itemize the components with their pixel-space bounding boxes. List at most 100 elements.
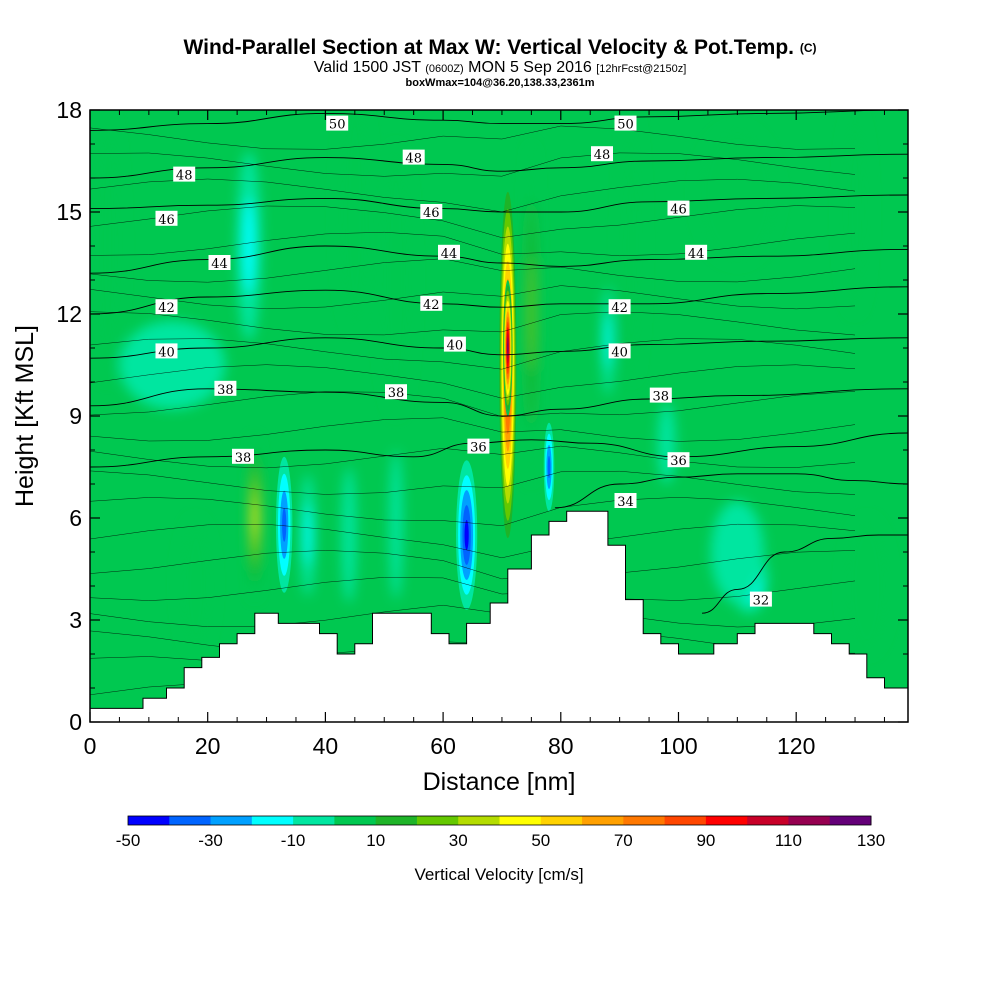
contour-label-text: 48 [594, 148, 611, 163]
contour-label-text: 34 [617, 495, 634, 510]
contour-label-bg [608, 343, 631, 359]
contour-label-bg [443, 336, 466, 352]
terrain-profile [89, 510, 909, 723]
y-tick-label-12: 12 [56, 301, 82, 327]
y-tick-label-18: 18 [56, 97, 82, 123]
velocity-blob-9-level-1 [547, 455, 551, 479]
contour-label-42-13: 42 [608, 299, 631, 316]
contour-label-text: 46 [158, 213, 175, 228]
isentrope-48 [90, 153, 908, 179]
contour-label-text: 46 [423, 206, 440, 221]
contour-label-40-14: 40 [155, 343, 178, 360]
chart-title: Wind-Parallel Section at Max W: Vertical… [0, 36, 1000, 60]
velocity-blob-17-level-1 [843, 518, 891, 654]
y-tick-label-9: 9 [69, 403, 82, 429]
box-info: boxWmax=104@36.20,138.33,2361m [405, 77, 595, 89]
contour-label-text: 38 [217, 383, 234, 398]
colorbar-tick-label-90: 90 [696, 831, 715, 850]
contour-label-38-17: 38 [214, 380, 237, 398]
x-tick-label-60: 60 [430, 733, 456, 759]
contour-label-bg [685, 244, 708, 260]
contour-label-text: 50 [329, 118, 346, 133]
isentrope-minor-19 [90, 178, 856, 213]
contour-label-bg [467, 438, 490, 454]
colorbar-swatch--20 [251, 816, 294, 825]
velocity-blob-5-level-1 [282, 507, 287, 542]
isentrope-minor-16 [90, 258, 856, 283]
velocity-blob-11-level-1 [710, 501, 764, 603]
velocity-blob-6-level-1 [304, 504, 312, 566]
forecast-info: [12hrFcst@2150z] [596, 63, 687, 75]
velocity-blob-8-level-1 [389, 450, 403, 600]
velocity-blob-14-level-1 [604, 314, 611, 369]
contour-label-bg [155, 343, 178, 359]
contour-label-text: 44 [688, 247, 705, 262]
contour-label-bg [438, 244, 460, 260]
velocity-blob-23-level-1 [178, 518, 214, 654]
colorbar-swatch-10 [375, 816, 418, 825]
isentrope-minor-13 [90, 338, 856, 370]
contour-label-36-21: 36 [467, 438, 490, 456]
isentrope-32 [701, 534, 908, 614]
isentrope-minor-15 [90, 285, 856, 310]
terrain [89, 510, 909, 723]
velocity-blob-13-level-1 [119, 320, 226, 410]
contour-label-bg [214, 380, 237, 396]
x-tick-label-100: 100 [659, 733, 697, 759]
contour-label-32-24: 32 [749, 591, 772, 609]
colorbar-tick-label-10: 10 [366, 831, 385, 850]
chart-title-main: Wind-Parallel Section at Max W: Vertical… [183, 36, 794, 59]
contour-label-42-11: 42 [155, 299, 178, 316]
colorbar-swatch--50 [128, 816, 170, 825]
contour-label-bg [155, 210, 178, 226]
contour-label-text: 50 [617, 118, 634, 133]
isentrope-minor-6 [90, 523, 856, 559]
contour-label-text: 42 [423, 298, 440, 313]
contour-label-42-12: 42 [420, 295, 443, 313]
contour-label-bg [173, 166, 196, 182]
y-axis-label: Height [Kft MSL] [11, 325, 39, 507]
colorbar-swatch--30 [210, 816, 253, 825]
contour-label-46-7: 46 [667, 200, 690, 218]
x-tick-label-20: 20 [195, 733, 221, 759]
contour-label-text: 42 [158, 301, 175, 316]
contour-label-text: 48 [176, 169, 193, 184]
colorbar-swatch-80 [664, 816, 707, 825]
isentrope-minor-21 [90, 125, 856, 150]
valid-date: MON 5 Sep 2016 [468, 59, 592, 76]
contour-label-34-23: 34 [614, 493, 637, 510]
isentrope-42 [90, 286, 908, 315]
velocity-blob-7-level-1 [341, 467, 357, 603]
contour-label-44-8: 44 [208, 255, 231, 272]
isentrope-minor-4 [90, 577, 856, 601]
contour-label-text: 48 [405, 152, 422, 167]
contour-label-bg [208, 255, 231, 270]
contour-label-bg [591, 146, 613, 162]
contour-label-bg [155, 299, 178, 315]
colorbar-tick-label--10: -10 [281, 831, 306, 850]
velocity-blob-4-level-1 [464, 520, 469, 550]
contour-label-bg [420, 204, 443, 219]
contour-label-text: 46 [670, 203, 687, 218]
contour-label-text: 40 [447, 339, 464, 354]
isentrope-minor-3 [90, 604, 856, 628]
y-tick-label-6: 6 [69, 505, 82, 531]
colorbar-swatch-20 [416, 816, 459, 825]
colorbar-swatch-0 [334, 816, 377, 825]
colorbar-swatch-110 [788, 816, 831, 825]
contour-label-bg [402, 149, 425, 165]
isentrope-minor-12 [90, 364, 856, 399]
contour-label-text: 36 [470, 441, 487, 456]
y-tick-label-0: 0 [69, 709, 82, 735]
contour-label-text: 36 [670, 454, 687, 469]
colorbar-swatch--40 [169, 816, 212, 825]
contour-label-text: 32 [753, 594, 770, 609]
isentrope-minor-8 [90, 470, 856, 495]
colorbar-tick-label-50: 50 [531, 831, 550, 850]
colorbar: -50 -30 -10 10 30 50 70 90 110 130 [116, 815, 885, 850]
contour-label-50-0: 50 [326, 115, 349, 133]
contour-label-44-10: 44 [685, 244, 708, 262]
contour-label-text: 44 [211, 257, 228, 272]
